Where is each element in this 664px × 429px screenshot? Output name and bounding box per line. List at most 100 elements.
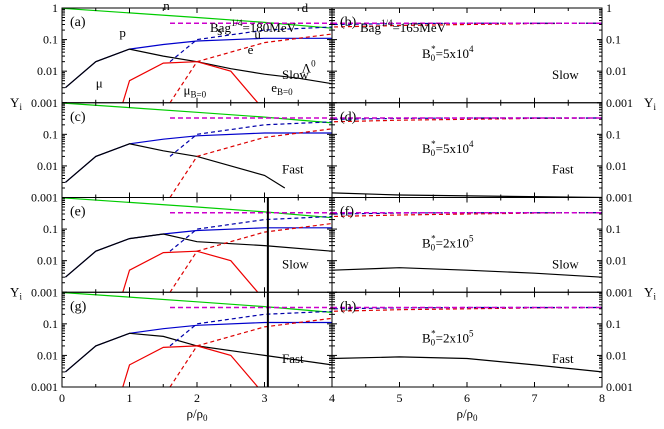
x-tick-label: 4 (329, 391, 335, 405)
mode-label-e: Slow (282, 256, 309, 271)
mode-label-a: Slow (282, 67, 309, 82)
x-axis-title: ρ/ρ0 (456, 406, 478, 423)
series-e-panel-e (65, 233, 332, 278)
y-axis-title: Yi (10, 95, 22, 112)
panel-frame-e (61, 197, 333, 293)
field-label-h: B0*=2x105 (422, 328, 474, 347)
series-d-panel-g (169, 310, 332, 347)
mode-label-g: Fast (282, 351, 304, 366)
mode-label-h: Fast (552, 351, 574, 366)
panel-label-d: (d) (340, 110, 357, 125)
mode-label-f: Slow (552, 256, 579, 271)
y-tick-label-right: 0.001 (606, 96, 633, 110)
x-tick-label: 3 (262, 391, 268, 405)
panel-label-a: (a) (70, 15, 86, 30)
model-label-a: Bag1/4=180MeV (210, 18, 297, 35)
annotation-u: u (254, 26, 261, 41)
series-p-panel-d (65, 134, 301, 182)
x-tick-label: 7 (532, 391, 538, 405)
mode-label-d: Fast (552, 162, 574, 177)
series-e-panel-c (65, 143, 286, 189)
series-μ-panel-g (122, 345, 259, 387)
series-p-panel-e (65, 227, 332, 278)
panel-label-h: (h) (340, 299, 357, 314)
series-p-panel-c (65, 132, 332, 183)
series-μ-panel-a (122, 61, 259, 103)
series-μ-panel-e (122, 250, 259, 293)
y-tick-label-right: 0.001 (606, 191, 633, 205)
x-tick-label: 1 (127, 391, 133, 405)
panel-label-b: (b) (340, 15, 357, 30)
y-tick-label-right: 0.01 (606, 159, 627, 173)
y-tick-label: 0.01 (37, 348, 58, 362)
panel-label-g: (g) (70, 299, 87, 314)
series-u-panel-f (332, 212, 602, 218)
y-tick-label-right: 1 (606, 1, 612, 15)
y-tick-label: 0.1 (43, 222, 58, 236)
y-tick-label: 0.01 (37, 64, 58, 78)
field-label-d: B0*=5x104 (422, 139, 474, 158)
series-d-panel-f (332, 212, 602, 215)
y-tick-label-right: 0.01 (606, 348, 627, 362)
y-tick-label: 0.001 (31, 96, 58, 110)
series-d-panel-b (332, 22, 602, 26)
x-tick-label: 0 (59, 391, 65, 405)
series-d-panel-c (169, 121, 332, 157)
field-label-b: B0*=5x104 (422, 44, 474, 63)
y-tick-label-right: 0.1 (606, 127, 621, 141)
annotation-e-b0: eB=0 (271, 80, 293, 97)
x-tick-label: 2 (194, 391, 200, 405)
annotation-s: s (217, 23, 222, 38)
y-tick-label: 1 (52, 1, 58, 15)
series-p-panel-h (65, 324, 284, 387)
panel-label-c: (c) (70, 110, 86, 125)
series-u-panel-a (169, 33, 332, 103)
y-tick-label: 0.01 (37, 254, 58, 268)
annotation-d: d (302, 0, 309, 15)
y-tick-label: 0.001 (31, 191, 58, 205)
series-p-panel-g (65, 321, 332, 373)
annotation-p: p (119, 25, 126, 40)
series-u-panel-g (169, 317, 332, 387)
series-e-panel-g (65, 332, 332, 373)
series-Λ0-panel-a (331, 102, 332, 103)
annotation-μ: μ (96, 76, 103, 91)
y-tick-label-right: 0.01 (606, 254, 627, 268)
y-tick-label: 0.001 (31, 285, 58, 299)
y-tick-label: 0.1 (43, 317, 58, 331)
x-tick-label: 5 (397, 391, 403, 405)
series-e-panel-a (65, 48, 332, 89)
panel-frame-c (61, 102, 333, 198)
series-n-panel-c (62, 102, 332, 124)
series-u-panel-d (332, 117, 602, 123)
x-tick-label: 6 (464, 391, 470, 405)
series-u-panel-h (332, 306, 602, 312)
y-tick-label-right: 0.1 (606, 222, 621, 236)
panel-label-f: (f) (340, 205, 354, 220)
series-u-panel-e (169, 222, 332, 293)
y-axis-title-right: Yi (644, 95, 656, 112)
mode-label-c: Fast (282, 162, 304, 177)
annotation-e: e (248, 42, 254, 57)
field-label-f: B0*=2x105 (422, 234, 474, 253)
series-d-panel-e (169, 215, 332, 252)
annotation-mu-b0: μB=0 (184, 83, 207, 100)
series-e-panel-f (332, 267, 602, 278)
panel-label-e: (e) (70, 205, 86, 220)
y-tick-label: 0.01 (37, 159, 58, 173)
panel-frame-g (61, 291, 333, 388)
series-u-panel-c (169, 128, 332, 198)
annotation-n: n (163, 0, 170, 13)
y-tick-label: 0.001 (31, 380, 58, 394)
y-axis-title: Yi (10, 284, 22, 301)
y-tick-label: 0.1 (43, 33, 58, 47)
x-axis-title: ρ/ρ0 (186, 406, 208, 423)
y-axis-title-right: Yi (644, 284, 656, 301)
y-tick-label-right: 0.1 (606, 317, 621, 331)
mode-label-b: Slow (552, 67, 579, 82)
annotation-lambda: Λ0 (302, 59, 316, 76)
series-e-panel-d (332, 192, 602, 198)
y-tick-label-right: 0.1 (606, 33, 621, 47)
series-d-panel-a (169, 26, 332, 63)
